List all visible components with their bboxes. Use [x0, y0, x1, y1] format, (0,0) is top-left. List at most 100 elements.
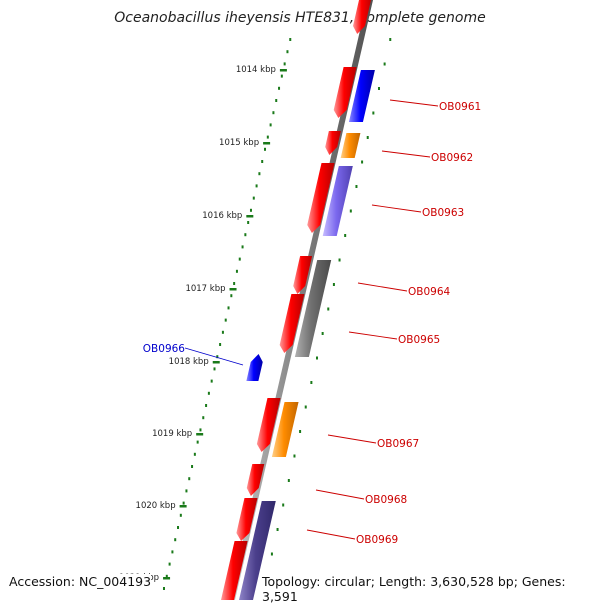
kbp-label: 1016 kbp	[202, 211, 242, 221]
inner-tick	[227, 306, 230, 310]
inner-tick	[280, 74, 283, 78]
inner-tick	[193, 452, 196, 456]
major-tick	[163, 577, 171, 580]
gene-ob0962	[325, 131, 341, 155]
inner-tick	[266, 135, 269, 139]
inner-tick	[221, 330, 224, 334]
inner-tick	[162, 587, 165, 590]
kbp-label: 1017 kbp	[185, 284, 225, 294]
gene-label-ob0969: OB0969	[356, 534, 398, 546]
map-title: Oceanobacillus iheyensis HTE831, complet…	[114, 10, 486, 26]
inner-tick	[171, 550, 174, 554]
outer-tick	[344, 234, 347, 237]
inner-tick	[188, 477, 191, 481]
major-tick	[229, 288, 237, 291]
inner-tick	[286, 50, 289, 54]
leader-line	[327, 434, 377, 444]
outer-tick	[372, 111, 375, 115]
outer-tick	[338, 258, 341, 262]
kbp-label: 1015 kbp	[219, 138, 259, 148]
gene-label-ob0968: OB0968	[365, 494, 407, 506]
inner-tick	[213, 367, 216, 371]
major-tick	[246, 215, 254, 218]
gene-ob0962-blast	[340, 133, 361, 158]
outer-tick	[377, 87, 380, 90]
kbp-label: 1014 kbp	[236, 65, 276, 75]
gene-features	[221, 0, 375, 600]
inner-tick	[205, 404, 208, 407]
inner-tick	[238, 257, 241, 261]
gene-ob0963-blast	[322, 166, 353, 236]
gene-ob0964-a	[293, 256, 313, 294]
outer-tick	[293, 454, 296, 458]
leader-line	[348, 331, 398, 340]
inner-tick	[230, 294, 233, 298]
major-tick	[196, 433, 204, 436]
gene-ob0961-blast	[348, 70, 375, 122]
outer-tick	[270, 552, 273, 556]
topology-text: Topology: circular; Length: 3,630,528 bp…	[262, 574, 600, 604]
outer-tick	[355, 185, 358, 188]
outer-tick	[287, 479, 290, 482]
inner-tick	[255, 184, 258, 188]
inner-tick	[241, 245, 244, 249]
inner-tick	[199, 428, 202, 432]
outer-tick	[361, 160, 364, 164]
outer-tick	[310, 381, 313, 384]
outer-tick	[349, 209, 352, 213]
gene-ob0961	[333, 67, 357, 118]
inner-tick	[219, 343, 222, 346]
gene-ob0964-blast	[294, 260, 332, 357]
gene-label-ob0963: OB0963	[422, 207, 464, 219]
outer-tick	[282, 503, 285, 507]
inner-tick	[252, 196, 255, 200]
gene-ob0963	[307, 163, 335, 233]
inner-tick	[191, 465, 194, 468]
gene-label-ob0961: OB0961	[439, 101, 481, 113]
inner-tick	[233, 282, 236, 285]
inner-tick	[244, 233, 247, 237]
inner-tick	[179, 513, 182, 517]
inner-tick	[275, 99, 278, 102]
gene-ob0964-b	[279, 294, 305, 353]
gene-label-ob0965: OB0965	[398, 334, 440, 346]
leader-line	[389, 99, 439, 107]
inner-tick	[182, 501, 185, 505]
outer-tick	[299, 430, 302, 433]
gene-ob0966	[246, 354, 263, 381]
leader-line	[371, 204, 422, 213]
outer-tick	[276, 528, 279, 531]
leader-line	[184, 347, 244, 366]
gene-label-ob0966: OB0966	[143, 343, 186, 355]
inner-tick	[272, 111, 275, 115]
leader-line	[357, 282, 408, 292]
leader-line	[315, 489, 365, 500]
outer-tick	[304, 405, 307, 409]
inner-tick	[210, 379, 213, 383]
outer-tick	[316, 356, 319, 360]
major-tick	[179, 505, 187, 508]
outer-tick	[366, 136, 369, 139]
inner-tick	[235, 269, 238, 273]
inner-tick	[261, 160, 264, 163]
gene-labels: OB0961 OB0962 OB0963 OB0964 OB0965 OB0966 OB09…	[143, 99, 481, 546]
gene-ob0970	[221, 541, 248, 600]
gene-ob0969-blast	[239, 501, 276, 600]
inner-tick	[202, 416, 205, 420]
inner-tick	[264, 147, 267, 151]
gene-ob0967-blast	[271, 402, 299, 457]
gene-ob0968	[246, 464, 265, 496]
outer-tick	[389, 38, 392, 41]
inner-tick	[269, 123, 272, 127]
major-tick	[279, 69, 287, 72]
inner-tick	[207, 391, 210, 395]
inner-tick	[177, 526, 180, 529]
gene-ob0960	[353, 0, 371, 34]
leader-line	[306, 529, 356, 540]
outer-tick	[332, 283, 335, 286]
outer-tick	[383, 62, 386, 66]
gene-label-ob0962: OB0962	[431, 152, 473, 164]
inner-tick	[174, 538, 177, 542]
major-tick	[212, 361, 220, 364]
